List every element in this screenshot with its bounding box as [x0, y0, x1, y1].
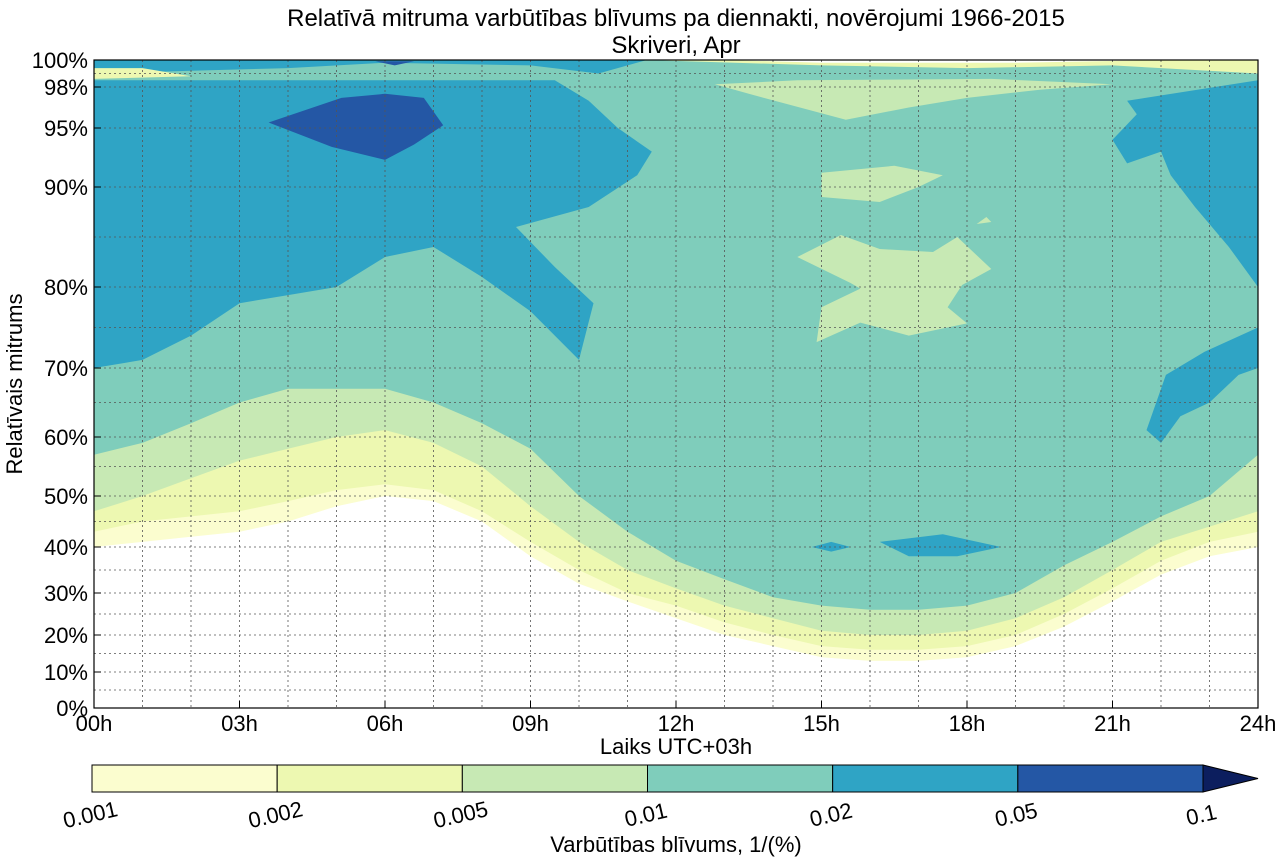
x-tick-label: 00h: [76, 711, 113, 736]
chart-subtitle: Skriveri, Apr: [611, 32, 740, 59]
colorbar: 0.001 0.002 0.005 0.01 0.02 0.05 0.1: [61, 764, 1259, 833]
x-tick-label: 15h: [803, 711, 840, 736]
y-tick-label: 95%: [44, 116, 88, 141]
colorbar-segment: [276, 764, 463, 793]
chart-title: Relatīvā mitruma varbūtības blīvums pa d…: [287, 5, 1065, 32]
contour-band-005: [268, 93, 444, 160]
x-tick-label: 24h: [1240, 711, 1277, 736]
colorbar-segment: [832, 764, 1019, 793]
colorbar-tick-label: 0.001: [61, 796, 120, 833]
y-tick-label: 60%: [44, 425, 88, 450]
y-tick-label: 80%: [44, 275, 88, 300]
x-tick-label: 03h: [221, 711, 258, 736]
colorbar-segment: [461, 764, 649, 793]
contour-band-002-right-low: [1146, 327, 1258, 443]
plot-area: 00h 03h 06h 09h 12h 15h 18h 21h 24h 0% 10% 20% 30% 40…: [32, 48, 1277, 736]
x-axis-label: Laiks UTC+03h: [600, 734, 752, 759]
y-axis-label: Relatīvais mitrums: [2, 294, 27, 475]
colorbar-tick-label: 0.002: [246, 796, 305, 833]
contour-band-002-top: [94, 60, 647, 74]
x-tick-label: 06h: [367, 711, 404, 736]
contour-band-0002-top: [646, 60, 1258, 74]
contour-band-none-top: [724, 60, 1161, 63]
colorbar-tick-label: 0.02: [807, 798, 854, 832]
y-tick-label: 70%: [44, 356, 88, 381]
contour-band-0002-topleft: [94, 68, 191, 79]
y-tick-label: 10%: [44, 660, 88, 685]
contour-island-1: [821, 165, 943, 202]
colorbar-extend-arrow: [1202, 764, 1259, 793]
colorbar-label: Varbūtības blīvums, 1/(%): [550, 832, 801, 857]
contour-island-4: [714, 78, 1113, 120]
y-tick-label: 90%: [44, 175, 88, 200]
x-tick-label: 09h: [512, 711, 549, 736]
y-tick-label: 0%: [56, 696, 88, 721]
contour-band-002-left: [94, 80, 652, 369]
x-tick-label: 18h: [949, 711, 986, 736]
contour-band-002-small-2: [811, 541, 851, 552]
contour-island-3: [976, 217, 992, 224]
contour-band-002-small-1: [879, 534, 1001, 557]
y-tick-label: 40%: [44, 535, 88, 560]
colorbar-tick-label: 0.01: [622, 798, 669, 832]
x-tick-label: 21h: [1094, 711, 1131, 736]
colorbar-tick-label: 0.1: [1184, 799, 1219, 830]
y-tick-label: 20%: [44, 623, 88, 648]
contour-band-002-right-top: [1112, 80, 1258, 287]
y-tick-label: 30%: [44, 581, 88, 606]
y-tick-label: 50%: [44, 484, 88, 509]
grid: [94, 60, 1258, 708]
colorbar-segment: [1017, 764, 1204, 793]
colorbar-tick-label: 0.005: [431, 796, 490, 833]
x-tick-label: 12h: [658, 711, 695, 736]
y-tick-label: 100%: [32, 48, 88, 73]
y-tick-label: 98%: [44, 75, 88, 100]
contour-band-005-top: [375, 61, 415, 66]
colorbar-segment: [91, 764, 278, 793]
contour-island-2: [797, 235, 992, 343]
colorbar-segment: [647, 764, 834, 793]
colorbar-tick-label: 0.05: [992, 798, 1039, 832]
